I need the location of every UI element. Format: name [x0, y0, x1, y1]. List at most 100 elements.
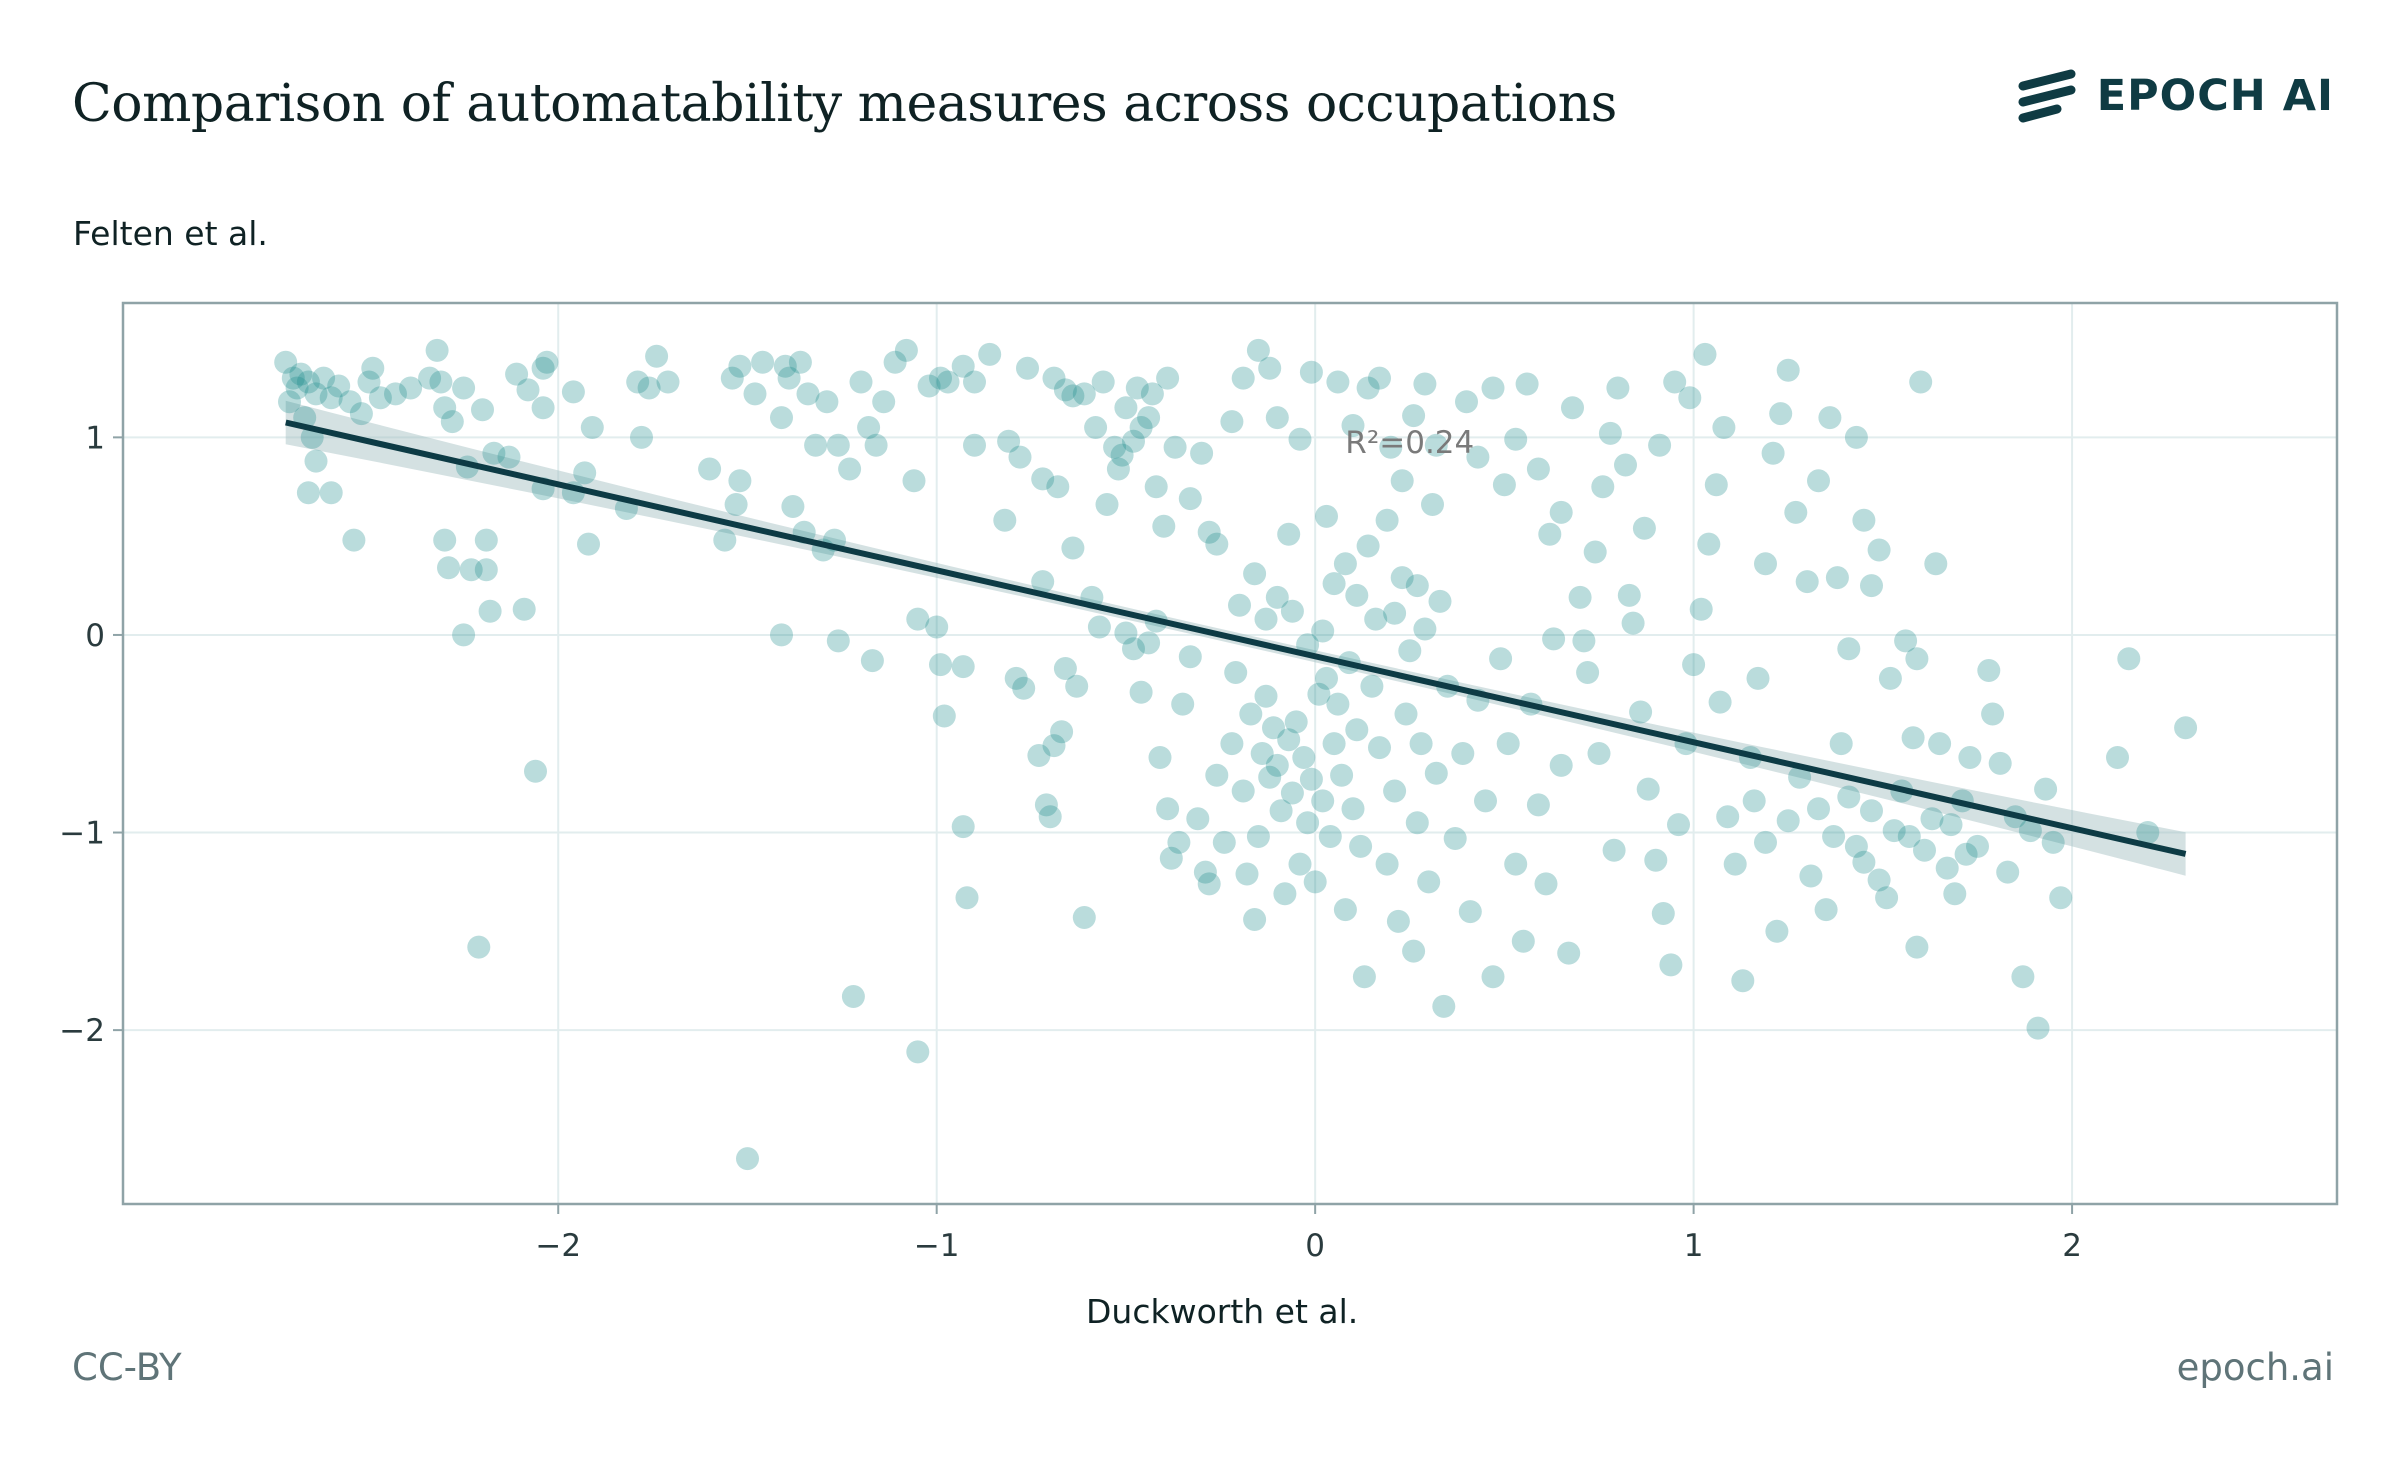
- data-point: [883, 350, 907, 374]
- data-point: [1511, 929, 1535, 953]
- data-point: [1844, 425, 1868, 449]
- data-point: [1129, 680, 1153, 704]
- data-point: [1053, 657, 1077, 680]
- data-point: [1598, 421, 1622, 445]
- data-point: [857, 416, 881, 439]
- plot-border: [121, 301, 2339, 1206]
- data-point: [902, 469, 926, 493]
- data-point: [1352, 965, 1376, 989]
- scatter-points: [274, 338, 2198, 1171]
- data-point: [274, 350, 298, 374]
- data-point: [656, 370, 680, 394]
- data-point: [1405, 811, 1429, 835]
- data-point: [1258, 765, 1282, 789]
- data-point: [1492, 473, 1516, 497]
- data-point: [1583, 540, 1607, 564]
- data-point: [1315, 504, 1338, 528]
- data-point: [1345, 718, 1369, 742]
- data-point: [1402, 939, 1426, 963]
- data-point: [777, 366, 801, 390]
- data-point: [1466, 445, 1490, 469]
- data-point: [281, 366, 305, 390]
- plot-frame: [121, 301, 2339, 1206]
- data-point: [1515, 372, 1539, 396]
- data-point: [929, 366, 952, 390]
- data-point: [1807, 469, 1830, 493]
- data-point: [1159, 846, 1183, 870]
- data-point: [580, 416, 604, 439]
- data-point: [997, 429, 1021, 453]
- data-point: [1905, 647, 1929, 671]
- data-point: [384, 382, 407, 406]
- data-point: [1246, 825, 1270, 848]
- data-point: [1905, 935, 1929, 959]
- data-point: [1428, 589, 1452, 613]
- data-point: [312, 366, 336, 390]
- data-point: [1250, 742, 1274, 765]
- data-point: [1534, 872, 1558, 896]
- data-point: [826, 433, 850, 457]
- site-link[interactable]: epoch.ai: [2176, 1346, 2334, 1389]
- data-point: [505, 362, 529, 386]
- data-point: [1920, 807, 1944, 831]
- data-point: [963, 433, 986, 457]
- data-point: [1814, 898, 1838, 922]
- data-point: [860, 649, 884, 673]
- data-point: [936, 370, 960, 394]
- x-tick-label: 0: [1305, 1228, 1325, 1264]
- data-point: [1008, 445, 1032, 469]
- data-point: [637, 376, 661, 400]
- data-point: [482, 441, 506, 465]
- data-point: [1897, 825, 1921, 848]
- data-point: [1386, 909, 1410, 933]
- data-point: [1860, 799, 1883, 823]
- data-point: [1606, 376, 1630, 400]
- data-point: [1046, 475, 1070, 499]
- data-point: [349, 402, 373, 426]
- data-point: [724, 493, 748, 516]
- data-point: [626, 370, 650, 394]
- data-point: [1303, 870, 1327, 894]
- data-point: [1837, 637, 1861, 661]
- data-point: [278, 390, 301, 414]
- data-point: [1383, 779, 1407, 803]
- data-point: [1333, 552, 1357, 576]
- regression-line-group: [285, 419, 2187, 857]
- data-point: [1489, 647, 1513, 671]
- data-point: [1561, 396, 1584, 420]
- data-point: [978, 342, 1002, 366]
- data-point: [1943, 882, 1967, 906]
- data-point: [1137, 406, 1161, 430]
- data-point: [1432, 994, 1456, 1018]
- data-point: [319, 481, 343, 505]
- data-point: [796, 382, 820, 406]
- data-point: [1481, 376, 1505, 400]
- data-point: [1958, 746, 1982, 769]
- data-point: [1042, 366, 1066, 390]
- data-point: [1341, 414, 1365, 437]
- data-point: [1765, 919, 1789, 943]
- data-point: [1716, 805, 1740, 829]
- data-point: [1349, 834, 1373, 858]
- data-point: [361, 356, 385, 380]
- data-point: [1375, 508, 1399, 532]
- data-point: [770, 623, 793, 647]
- data-point: [1413, 372, 1437, 396]
- data-point: [1913, 838, 1936, 862]
- data-point: [1307, 682, 1331, 706]
- data-point: [1280, 781, 1304, 805]
- brand-logo[interactable]: EPOCH AI: [2017, 68, 2334, 124]
- data-point: [872, 390, 896, 414]
- y-tick-label: 1: [85, 420, 105, 456]
- data-point: [1034, 793, 1058, 817]
- data-point: [1167, 830, 1191, 854]
- data-point: [1557, 941, 1581, 965]
- data-point: [906, 607, 930, 631]
- data-point: [1549, 753, 1573, 777]
- data-point: [1678, 386, 1702, 410]
- data-point: [1977, 659, 2001, 682]
- data-point: [1398, 639, 1422, 663]
- data-point: [1852, 508, 1876, 532]
- data-point: [1004, 666, 1028, 690]
- data-point: [1129, 416, 1153, 439]
